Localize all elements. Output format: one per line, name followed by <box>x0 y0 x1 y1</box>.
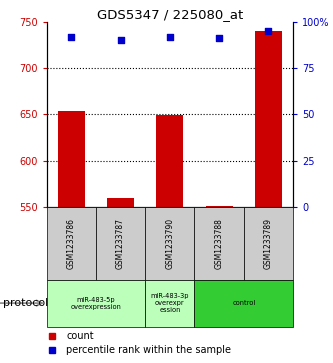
Text: percentile rank within the sample: percentile rank within the sample <box>66 345 231 355</box>
Point <box>216 36 222 41</box>
Bar <box>145 280 194 327</box>
Text: GSM1233787: GSM1233787 <box>116 218 125 269</box>
Text: GSM1233790: GSM1233790 <box>165 218 174 269</box>
Point <box>266 28 271 34</box>
Text: miR-483-5p
overexpression: miR-483-5p overexpression <box>71 297 121 310</box>
Bar <box>194 207 244 280</box>
Bar <box>47 280 145 327</box>
Point <box>167 34 172 40</box>
Bar <box>47 207 96 280</box>
Bar <box>96 207 145 280</box>
Bar <box>255 31 282 207</box>
Text: protocol: protocol <box>3 298 49 308</box>
Text: GSM1233789: GSM1233789 <box>264 218 273 269</box>
Text: count: count <box>66 331 94 341</box>
Point <box>69 34 74 40</box>
Bar <box>194 280 293 327</box>
Bar <box>205 206 233 207</box>
Bar <box>107 197 134 207</box>
Text: miR-483-3p
overexpr
ession: miR-483-3p overexpr ession <box>151 293 189 313</box>
Title: GDS5347 / 225080_at: GDS5347 / 225080_at <box>97 8 243 21</box>
Bar <box>145 207 194 280</box>
Bar <box>58 111 85 207</box>
Point <box>118 37 123 43</box>
Bar <box>244 207 293 280</box>
Bar <box>156 115 183 207</box>
Text: control: control <box>232 300 255 306</box>
Text: GSM1233786: GSM1233786 <box>67 218 76 269</box>
Text: GSM1233788: GSM1233788 <box>214 218 224 269</box>
